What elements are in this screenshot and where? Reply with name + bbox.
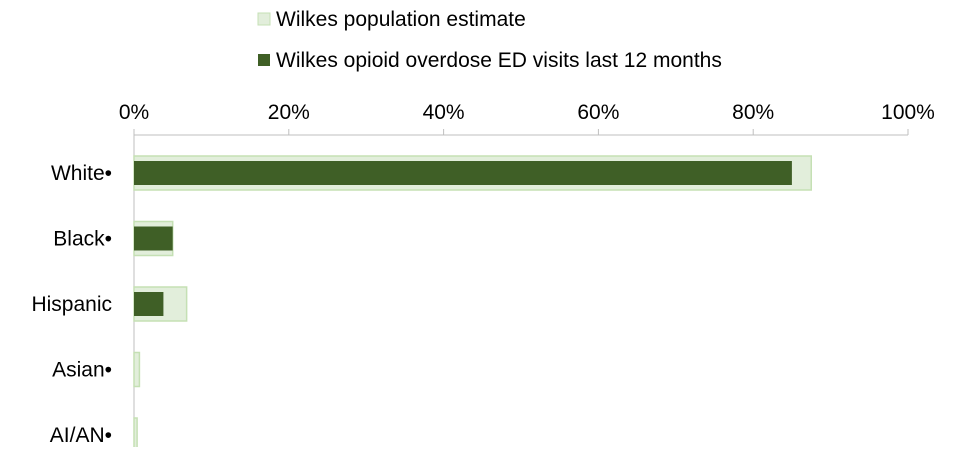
category-label: Black• — [53, 228, 112, 251]
x-axis: 0% 20% 40% 60% 80% 100% — [119, 101, 935, 447]
legend-item: Wilkes opioid overdose ED visits last 12… — [258, 49, 722, 72]
bar-ed-visits-2 — [134, 292, 164, 316]
x-tick-label: 0% — [119, 101, 149, 124]
bar-population-3 — [133, 351, 141, 388]
x-tick-label: 20% — [268, 101, 310, 124]
legend: Wilkes population estimate Wilkes opioid … — [257, 8, 722, 72]
bar-population-4 — [133, 417, 138, 452]
category-axis: White• Black• Hispanic Asian• AI/AN• — [31, 162, 112, 447]
category-label: Asian• — [52, 359, 112, 382]
category-label: White• — [51, 162, 112, 185]
x-tick-label: 40% — [423, 101, 465, 124]
plot-area — [133, 155, 812, 452]
x-tick-label: 60% — [577, 101, 619, 124]
bar-ed-visits-0 — [134, 161, 792, 185]
x-tick-label: 80% — [732, 101, 774, 124]
legend-label: Wilkes opioid overdose ED visits last 12… — [276, 49, 722, 72]
legend-item: Wilkes population estimate — [257, 8, 526, 31]
legend-swatch — [258, 54, 270, 66]
x-tick-label: 100% — [881, 101, 935, 124]
category-label: Hispanic — [31, 293, 112, 316]
legend-swatch — [257, 12, 271, 26]
legend-label: Wilkes population estimate — [276, 8, 526, 31]
bar-ed-visits-1 — [134, 226, 173, 251]
category-label: AI/AN• — [50, 424, 112, 447]
